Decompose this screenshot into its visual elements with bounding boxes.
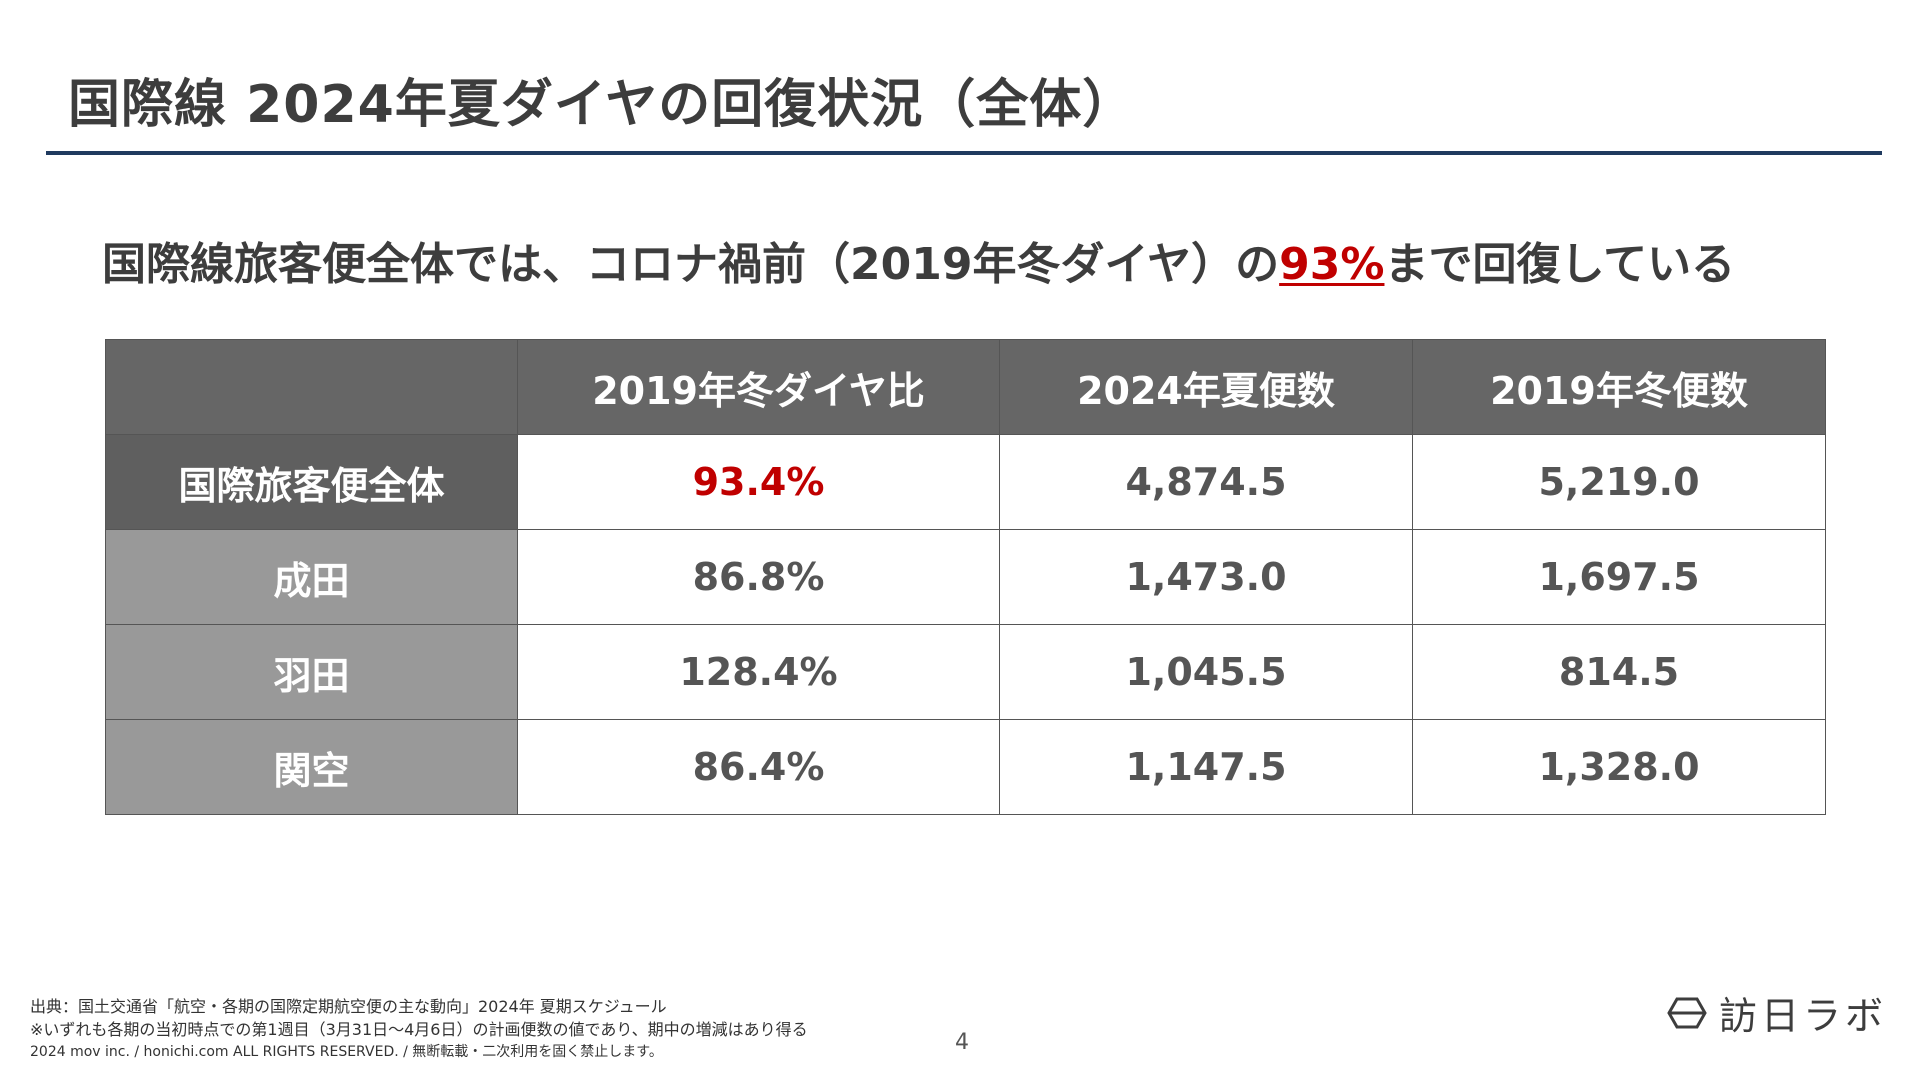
row-label: 関空 [105,719,518,815]
headline-after: まで回復している [1384,239,1736,290]
ratio-cell: 128.4% [517,624,1000,720]
table-header-row: 2019年冬ダイヤ比 2024年夏便数 2019年冬便数 [105,339,1826,435]
ratio-cell: 86.4% [517,719,1000,815]
row-label: 羽田 [105,624,518,720]
logo-mark-icon [1667,997,1707,1028]
summer2024-cell: 4,874.5 [999,434,1413,530]
winter2019-cell: 5,219.0 [1412,434,1826,530]
source-note: 出典：国土交通省「航空・各期の国際定期航空便の主な動向」2024年 夏期スケジュ… [30,997,667,1016]
table-header-corner [105,339,518,435]
table-header-ratio: 2019年冬ダイヤ比 [517,339,1000,435]
winter2019-cell: 1,328.0 [1412,719,1826,815]
winter2019-cell: 1,697.5 [1412,529,1826,625]
ratio-cell: 93.4% [517,434,1000,530]
logo: 訪日ラボ [1665,985,1887,1040]
ratio-cell: 86.8% [517,529,1000,625]
table-header-summer2024: 2024年夏便数 [999,339,1413,435]
copyright: 2024 mov inc. / honichi.com ALL RIGHTS R… [30,1044,663,1060]
title-divider [46,151,1882,155]
footer: 出典：国土交通省「航空・各期の国際定期航空便の主な動向」2024年 夏期スケジュ… [30,995,808,1064]
winter2019-cell: 814.5 [1412,624,1826,720]
page-number: 4 [955,1030,969,1055]
slide-title: 国際線 2024年夏ダイヤの回復状況（全体） [68,75,1136,135]
logo-text: 訪日ラボ [1719,994,1888,1038]
summer2024-cell: 1,045.5 [999,624,1413,720]
summer2024-cell: 1,147.5 [999,719,1413,815]
table-row: 羽田 128.4% 1,045.5 814.5 [105,624,1826,720]
table-header-winter2019: 2019年冬便数 [1412,339,1826,435]
row-label: 国際旅客便全体 [105,434,518,530]
headline-before: 国際線旅客便全体では、コロナ禍前（2019年冬ダイヤ）の [102,239,1280,290]
headline-highlight: 93% [1279,239,1385,290]
table-row: 関空 86.4% 1,147.5 1,328.0 [105,719,1826,815]
summer2024-cell: 1,473.0 [999,529,1413,625]
table-row: 国際旅客便全体 93.4% 4,874.5 5,219.0 [105,434,1826,530]
disclaimer-note: ※いずれも各期の当初時点での第1週目（3月31日〜4月6日）の計画便数の値であり… [30,1020,808,1039]
table-row: 成田 86.8% 1,473.0 1,697.5 [105,529,1826,625]
row-label: 成田 [105,529,518,625]
recovery-table: 2019年冬ダイヤ比 2024年夏便数 2019年冬便数 国際旅客便全体 93.… [105,339,1826,815]
headline: 国際線旅客便全体では、コロナ禍前（2019年冬ダイヤ）の93%まで回復している [102,228,1735,292]
